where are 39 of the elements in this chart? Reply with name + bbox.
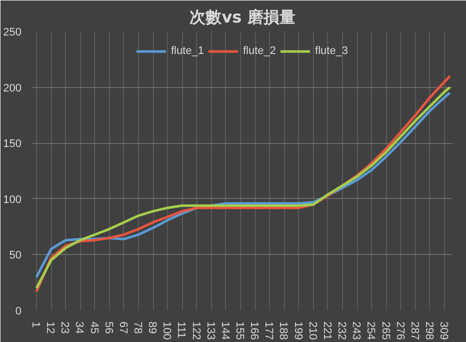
y-tick-label: 150: [3, 138, 22, 150]
x-tick-label: 1: [29, 322, 42, 328]
x-tick-label: 243: [350, 322, 362, 340]
x-tick-label: 155: [234, 322, 246, 340]
x-tick-label: 144: [218, 322, 231, 340]
x-tick-label: 210: [306, 322, 318, 340]
x-tick-label: 188: [277, 322, 290, 340]
legend-label: flute_1: [170, 45, 204, 57]
legend-label: flute_3: [315, 45, 348, 57]
x-tick-label: 23: [58, 322, 71, 334]
x-tick-label: 78: [131, 322, 144, 334]
y-tick-label: 50: [9, 250, 22, 262]
x-tick-label: 254: [364, 322, 377, 340]
y-tick-label: 250: [3, 26, 22, 38]
x-tick-label: 133: [204, 322, 216, 340]
x-tick-label: 166: [248, 322, 260, 340]
x-tick-label: 122: [190, 322, 202, 340]
x-tick-label: 45: [88, 322, 100, 334]
x-tick-label: 265: [379, 322, 392, 340]
y-tick-label: 200: [3, 82, 22, 94]
chart-title: 次數vs 磨損量: [190, 8, 296, 26]
x-tick-label: 199: [292, 322, 304, 340]
x-tick-label: 232: [336, 322, 348, 340]
x-tick-label: 221: [320, 322, 333, 340]
x-tick-label: 89: [146, 322, 158, 334]
x-tick-label: 298: [422, 322, 435, 340]
x-tick-label: 100: [160, 322, 173, 340]
x-tick-label: 56: [102, 322, 114, 334]
x-tick-label: 177: [262, 322, 275, 340]
legend-label: flute_2: [242, 45, 276, 57]
x-tick-label: 276: [394, 322, 406, 340]
x-tick-label: 111: [175, 322, 188, 338]
x-tick-label: 67: [116, 322, 129, 334]
y-tick-label: 0: [15, 306, 22, 318]
x-tick-label: 309: [438, 322, 450, 340]
x-tick-label: 12: [44, 322, 56, 334]
x-tick-label: 287: [408, 322, 420, 340]
x-tick-label: 34: [73, 322, 86, 334]
y-tick-label: 100: [3, 194, 22, 206]
